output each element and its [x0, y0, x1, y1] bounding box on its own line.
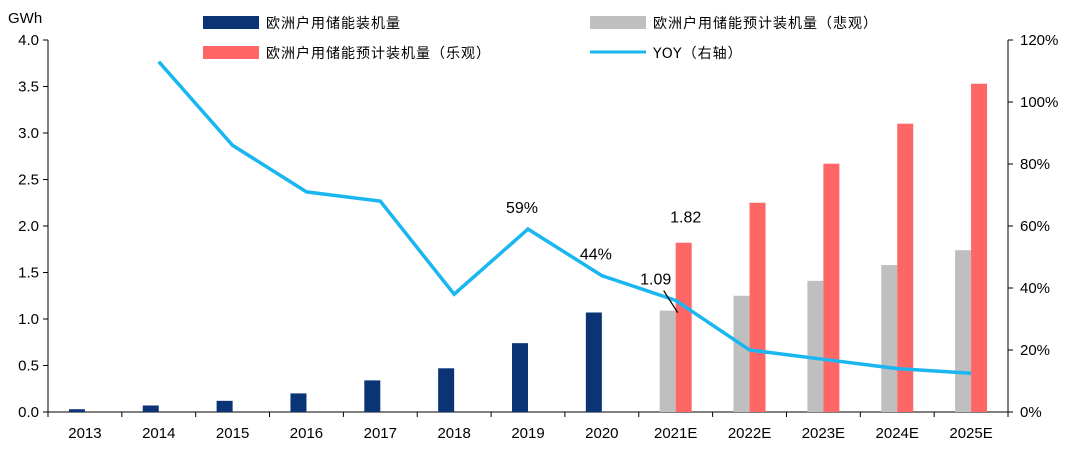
x-tick-label: 2025E — [949, 425, 992, 442]
y-right-tick-label: 0% — [1020, 404, 1042, 421]
y-left-tick-label: 0.5 — [18, 358, 39, 375]
y-right-tick-label: 80% — [1020, 156, 1050, 173]
legend-label-installed: 欧洲户用储能装机量 — [266, 15, 401, 32]
legend-label-pessimistic: 欧洲户用储能预计装机量（悲观） — [653, 15, 878, 32]
yoy-line — [157, 60, 972, 375]
data-label: 1.82 — [670, 210, 701, 227]
y-right-tick-label: 120% — [1020, 32, 1058, 49]
bar-optimistic — [823, 163, 840, 412]
legend-item-pessimistic: 欧洲户用储能预计装机量（悲观） — [590, 15, 878, 32]
bar-installed — [364, 380, 381, 412]
y-right-tick-label: 20% — [1020, 342, 1050, 359]
legend-item-installed: 欧洲户用储能装机量 — [203, 15, 401, 32]
x-tick-label: 2016 — [290, 425, 323, 442]
x-tick-label: 2022E — [728, 425, 771, 442]
x-tick-label: 2018 — [437, 425, 470, 442]
yoy-line-group — [157, 60, 972, 375]
y-left-tick-label: 4.0 — [18, 32, 39, 49]
bar-pessimistic — [659, 310, 676, 412]
x-tick-label: 2014 — [142, 425, 175, 442]
y-right-tick-label: 40% — [1020, 280, 1050, 297]
bars — [68, 83, 988, 413]
x-tick-label: 2024E — [876, 425, 919, 442]
x-tick-label: 2021E — [654, 425, 697, 442]
y-left-unit: GWh — [8, 10, 42, 27]
bar-optimistic — [971, 83, 988, 413]
data-label: 44% — [580, 247, 612, 264]
bar-optimistic — [675, 242, 692, 412]
bar-optimistic — [897, 123, 914, 412]
y-right-tick-label: 60% — [1020, 218, 1050, 235]
y-left-tick-label: 3.5 — [18, 79, 39, 96]
label-leader-line — [663, 290, 679, 313]
y-left-tick-label: 2.0 — [18, 218, 39, 235]
bar-installed — [142, 405, 159, 412]
bar-installed — [585, 312, 602, 412]
y-left-tick-label: 1.5 — [18, 265, 39, 282]
data-label: 1.09 — [640, 272, 671, 289]
bar-pessimistic — [807, 280, 824, 412]
x-tick-label: 2023E — [802, 425, 845, 442]
axes: 0.0 0.5 1.0 1.5 2.0 2.5 3.0 3.5 4.0 0% 20% 40% 60% 80… — [18, 32, 1058, 442]
bar-installed — [68, 409, 85, 412]
legend-item-optimistic: 欧洲户用储能预计装机量（乐观） — [203, 45, 491, 62]
y-left-tick-label: 1.0 — [18, 311, 39, 328]
y-left-tick-label: 2.5 — [18, 172, 39, 189]
bar-optimistic — [749, 202, 766, 412]
data-labels: 59% 44% 1.82 1.09 — [506, 200, 701, 313]
x-tick-label: 2019 — [511, 425, 544, 442]
y-right-tick-label: 100% — [1020, 94, 1058, 111]
bar-pessimistic — [733, 295, 750, 412]
bar-pessimistic — [881, 265, 898, 412]
legend-swatch-installed — [203, 16, 259, 29]
x-tick-label: 2013 — [68, 425, 101, 442]
bar-installed — [438, 368, 455, 412]
y-left-tick-label: 3.0 — [18, 125, 39, 142]
bar-installed — [290, 393, 307, 412]
legend-swatch-pessimistic — [590, 16, 646, 29]
x-tick-label: 2017 — [364, 425, 397, 442]
x-tick-label: 2015 — [216, 425, 249, 442]
bar-installed — [216, 400, 233, 412]
y-left-tick-label: 0.0 — [18, 404, 39, 421]
legend: 欧洲户用储能装机量 欧洲户用储能预计装机量（悲观） 欧洲户用储能预计装机量（乐观… — [203, 15, 878, 62]
legend-swatch-optimistic — [203, 46, 259, 59]
bar-installed — [512, 343, 528, 412]
legend-label-optimistic: 欧洲户用储能预计装机量（乐观） — [266, 45, 491, 62]
data-label: 59% — [506, 200, 538, 217]
bar-pessimistic — [955, 250, 972, 412]
x-tick-label: 2020 — [585, 425, 618, 442]
legend-label-yoy: YOY（右轴） — [652, 46, 743, 62]
legend-item-yoy: YOY（右轴） — [590, 46, 743, 62]
